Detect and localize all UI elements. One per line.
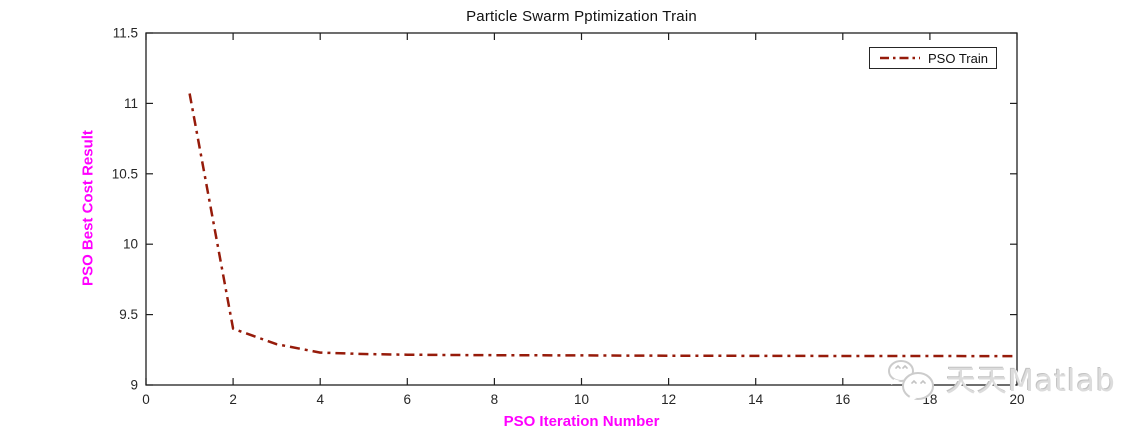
x-tick-label: 6	[404, 392, 412, 407]
y-tick-label: 11	[124, 96, 138, 111]
y-axis-label: PSO Best Cost Result	[79, 130, 97, 286]
series-line	[188, 93, 1017, 358]
x-tick-label: 16	[835, 392, 850, 407]
y-tick-label: 10	[123, 237, 138, 252]
x-tick-label: 10	[574, 392, 589, 407]
x-tick-label: 4	[316, 392, 324, 407]
x-tick-label: 18	[922, 392, 937, 407]
legend-line-sample	[880, 56, 920, 60]
x-tick-label: 12	[661, 392, 676, 407]
axis-box	[145, 32, 1018, 386]
legend-entry-label: PSO Train	[928, 50, 988, 66]
x-tick-label: 14	[748, 392, 764, 407]
x-tick-label: 0	[142, 392, 150, 407]
legend-box: PSO Train	[869, 47, 997, 69]
x-tick-label: 20	[1009, 392, 1024, 407]
chart-title: Particle Swarm Pptimization Train	[466, 8, 697, 25]
y-tick-label: 10.5	[112, 166, 138, 181]
y-tick-label: 9	[130, 378, 138, 393]
y-tick-label: 9.5	[119, 307, 138, 322]
x-axis-label: PSO Iteration Number	[503, 413, 660, 430]
x-tick-label: 2	[229, 392, 237, 407]
y-tick-label: 11.5	[113, 26, 138, 41]
x-tick-label: 8	[491, 392, 499, 407]
